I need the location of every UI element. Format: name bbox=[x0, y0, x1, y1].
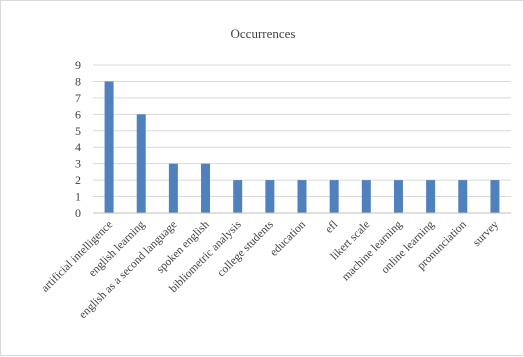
y-tick-label: 6 bbox=[75, 107, 81, 121]
gridlines bbox=[93, 64, 511, 198]
y-tick-label: 5 bbox=[75, 124, 81, 138]
bar bbox=[458, 180, 468, 213]
bar bbox=[297, 180, 307, 213]
x-tick-label: survey bbox=[471, 218, 501, 248]
bar bbox=[329, 180, 339, 213]
bar bbox=[393, 180, 403, 213]
y-axis-ticks: 0 1 2 3 4 5 6 7 8 9 bbox=[75, 58, 81, 220]
y-tick-label: 0 bbox=[75, 206, 81, 220]
x-tick-label: college students bbox=[215, 218, 276, 279]
bar bbox=[490, 180, 500, 213]
y-tick-label: 1 bbox=[75, 190, 81, 204]
bar bbox=[361, 180, 371, 213]
chart-title: Occurrences bbox=[231, 26, 296, 41]
bar bbox=[104, 81, 114, 213]
y-tick-label: 4 bbox=[75, 140, 81, 154]
y-tick-label: 8 bbox=[75, 74, 81, 88]
bars bbox=[104, 81, 500, 213]
x-tick-label: efl bbox=[323, 219, 340, 236]
y-tick-label: 2 bbox=[75, 173, 81, 187]
bar bbox=[136, 114, 146, 213]
bar bbox=[168, 163, 178, 213]
x-tick-label: english learning bbox=[87, 218, 148, 279]
x-tick-label: education bbox=[268, 218, 308, 258]
y-tick-label: 3 bbox=[75, 157, 81, 171]
y-tick-label: 7 bbox=[75, 91, 81, 105]
bar bbox=[426, 180, 436, 213]
y-tick-label: 9 bbox=[75, 58, 81, 72]
bar bbox=[265, 180, 275, 213]
bar bbox=[201, 163, 211, 213]
bar bbox=[233, 180, 243, 213]
